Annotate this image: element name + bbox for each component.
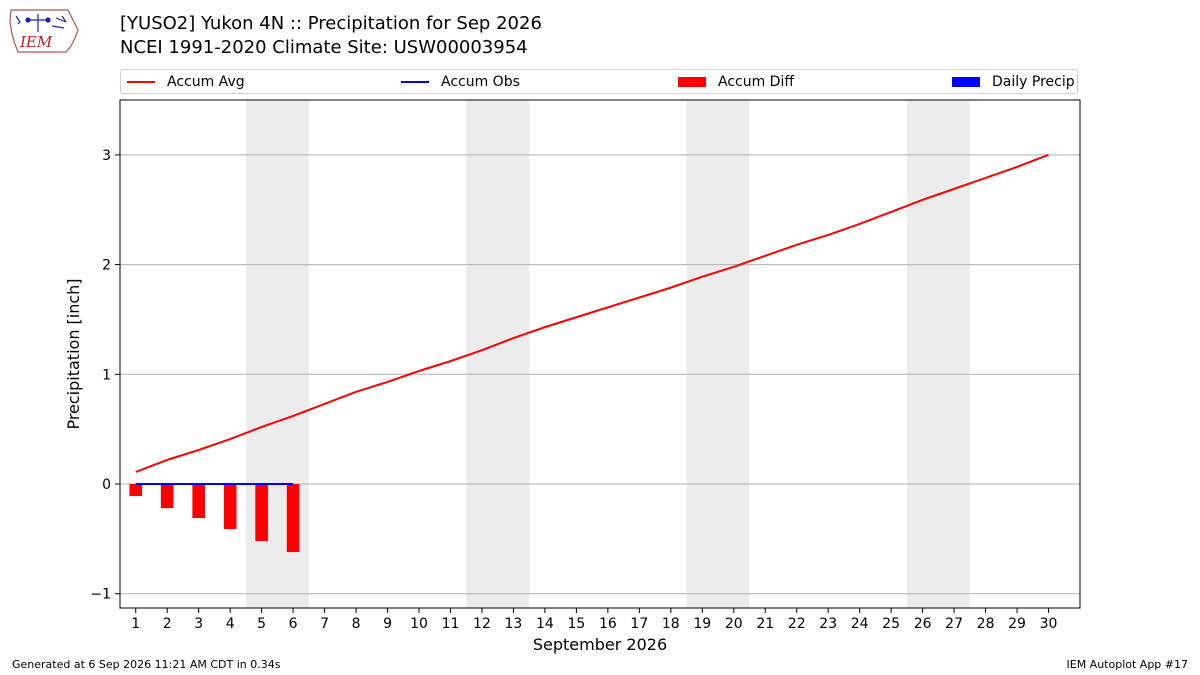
x-tick-label: 12 <box>473 616 491 632</box>
y-tick-label: 2 <box>102 258 111 274</box>
x-tick-label: 30 <box>1040 616 1058 632</box>
logo-text: IEM <box>19 33 53 51</box>
weekend-shade <box>466 100 530 608</box>
accum-diff-bar <box>223 484 237 530</box>
legend-label-accum-diff: Accum Diff <box>718 74 795 90</box>
accum-diff-bar <box>160 484 174 509</box>
accum-diff-bar <box>192 484 205 519</box>
chart-title: [YUSO2] Yukon 4N :: Precipitation for Se… <box>120 13 542 34</box>
legend-label-accum-avg: Accum Avg <box>167 74 245 90</box>
y-tick-label: 3 <box>102 148 111 164</box>
x-tick-label: 29 <box>1008 616 1026 632</box>
y-tick-label: −1 <box>90 587 111 603</box>
legend-swatch-daily-precip <box>952 77 980 87</box>
legend-label-accum-obs: Accum Obs <box>441 74 520 90</box>
weather-station-icon <box>15 14 67 32</box>
x-tick-label: 20 <box>725 616 743 632</box>
x-tick-label: 22 <box>788 616 806 632</box>
legend-swatch-accum-obs <box>401 81 429 83</box>
y-tick-label: 0 <box>102 477 111 493</box>
x-tick-label: 6 <box>289 616 298 632</box>
x-tick-label: 4 <box>226 616 235 632</box>
legend-item-daily-precip: Daily Precip <box>952 70 1075 94</box>
x-axis-label: September 2026 <box>533 635 667 654</box>
x-tick-label: 28 <box>977 616 995 632</box>
legend-item-accum-obs: Accum Obs <box>401 70 520 94</box>
x-tick-label: 17 <box>630 616 648 632</box>
legend-swatch-accum-avg <box>127 81 155 83</box>
x-tick-label: 9 <box>383 616 392 632</box>
x-tick-label: 15 <box>567 616 585 632</box>
x-tick-label: 13 <box>505 616 523 632</box>
chart-subtitle: NCEI 1991-2020 Climate Site: USW00003954 <box>120 37 528 58</box>
x-tick-label: 7 <box>320 616 329 632</box>
chart-legend: Accum Avg Accum Obs Accum Diff Daily Pre… <box>120 69 1078 94</box>
accum-diff-bar <box>255 484 268 542</box>
x-tick-label: 16 <box>599 616 617 632</box>
x-tick-label: 3 <box>194 616 203 632</box>
accum-avg-line <box>135 153 1049 473</box>
x-tick-label: 18 <box>662 616 680 632</box>
x-tick-label: 11 <box>442 616 460 632</box>
x-tick-label: 1 <box>131 616 140 632</box>
y-axis-label: Precipitation [inch] <box>64 278 83 429</box>
x-tick-label: 19 <box>693 616 711 632</box>
x-tick-label: 14 <box>536 616 554 632</box>
legend-swatch-accum-diff <box>678 77 706 87</box>
x-tick-label: 10 <box>410 616 428 632</box>
x-tick-label: 21 <box>756 616 774 632</box>
legend-item-accum-diff: Accum Diff <box>678 70 794 94</box>
x-tick-label: 2 <box>163 616 172 632</box>
plot-frame <box>119 99 1081 609</box>
legend-label-daily-precip: Daily Precip <box>992 74 1075 90</box>
iem-logo: IEM <box>8 6 80 62</box>
generated-timestamp: Generated at 6 Sep 2026 11:21 AM CDT in … <box>12 658 281 671</box>
autoplot-app-label: IEM Autoplot App #17 <box>1066 658 1189 671</box>
accum-diff-bar <box>129 484 143 497</box>
weekend-shade <box>686 100 750 608</box>
x-tick-label: 8 <box>352 616 361 632</box>
legend-item-accum-avg: Accum Avg <box>127 70 245 94</box>
accum-diff-bar <box>286 484 300 553</box>
y-tick-label: 1 <box>102 367 111 383</box>
x-tick-label: 25 <box>882 616 900 632</box>
x-tick-label: 5 <box>257 616 266 632</box>
x-tick-label: 27 <box>945 616 963 632</box>
x-tick-label: 24 <box>851 616 869 632</box>
x-tick-label: 23 <box>819 616 837 632</box>
weekend-shade <box>906 100 970 608</box>
x-tick-label: 26 <box>914 616 932 632</box>
